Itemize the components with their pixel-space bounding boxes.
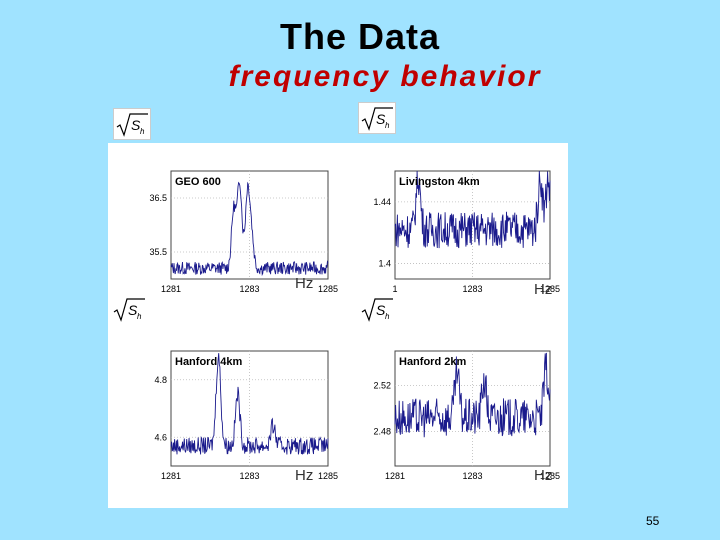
x-tick-label: 1283 [239,284,259,294]
x-tick-label: 1281 [385,471,405,481]
chart-title: GEO 600 [175,176,221,188]
y-tick-label: 35.5 [149,247,167,257]
svg-text:h: h [385,312,390,321]
chart-title: Hanford 4km [175,356,242,368]
page-number: 55 [646,514,660,528]
series-trace [170,353,329,455]
x-tick-label: 1285 [318,471,338,481]
y-tick-label: 2.48 [373,427,391,437]
x-tick-label: 1283 [462,471,482,481]
y-tick-label: 36.5 [149,193,167,203]
x-tick-label: 1 [392,284,397,294]
y-tick-label: 4.8 [154,375,167,385]
chart-grid: 36.5 35.5 1281 1283 1285 GEO 600 1.44 1.4 1 1283 1… [149,170,560,481]
y-tick-label: 1.44 [373,197,391,207]
x-tick-label: 1285 [540,284,560,294]
hz-label-3: Hz [295,467,314,484]
y-tick-label: 1.4 [378,259,391,269]
x-tick-label: 1281 [161,284,181,294]
svg-text:S: S [131,117,141,133]
x-tick-label: 1285 [318,284,338,294]
x-tick-label: 1283 [239,471,259,481]
y-tick-label: 2.52 [373,381,391,391]
series-trace [394,352,551,438]
x-tick-label: 1283 [462,284,482,294]
svg-text:h: h [137,312,142,321]
chart-title: Livingston 4km [399,176,480,188]
series-trace [394,170,551,249]
svg-text:S: S [376,302,386,318]
x-tick-label: 1281 [161,471,181,481]
x-tick-label: 1285 [540,471,560,481]
svg-text:S: S [128,302,138,318]
hz-label-1: Hz [295,275,314,292]
y-tick-label: 4.6 [154,432,167,442]
svg-text:S: S [376,111,386,127]
hz-label-2: Hz [534,281,553,298]
slide-title: The Data [279,16,441,57]
series-trace [170,181,329,277]
figure-panel: 36.5 35.5 1281 1283 1285 GEO 600 1.44 1.4 1 1283 1… [108,143,568,508]
slide-subtitle: frequency behavior [228,60,542,93]
svg-text:h: h [385,121,390,130]
hz-label-4: Hz [534,467,553,484]
chart-title: Hanford 2km [399,356,466,368]
svg-text:h: h [140,127,145,136]
